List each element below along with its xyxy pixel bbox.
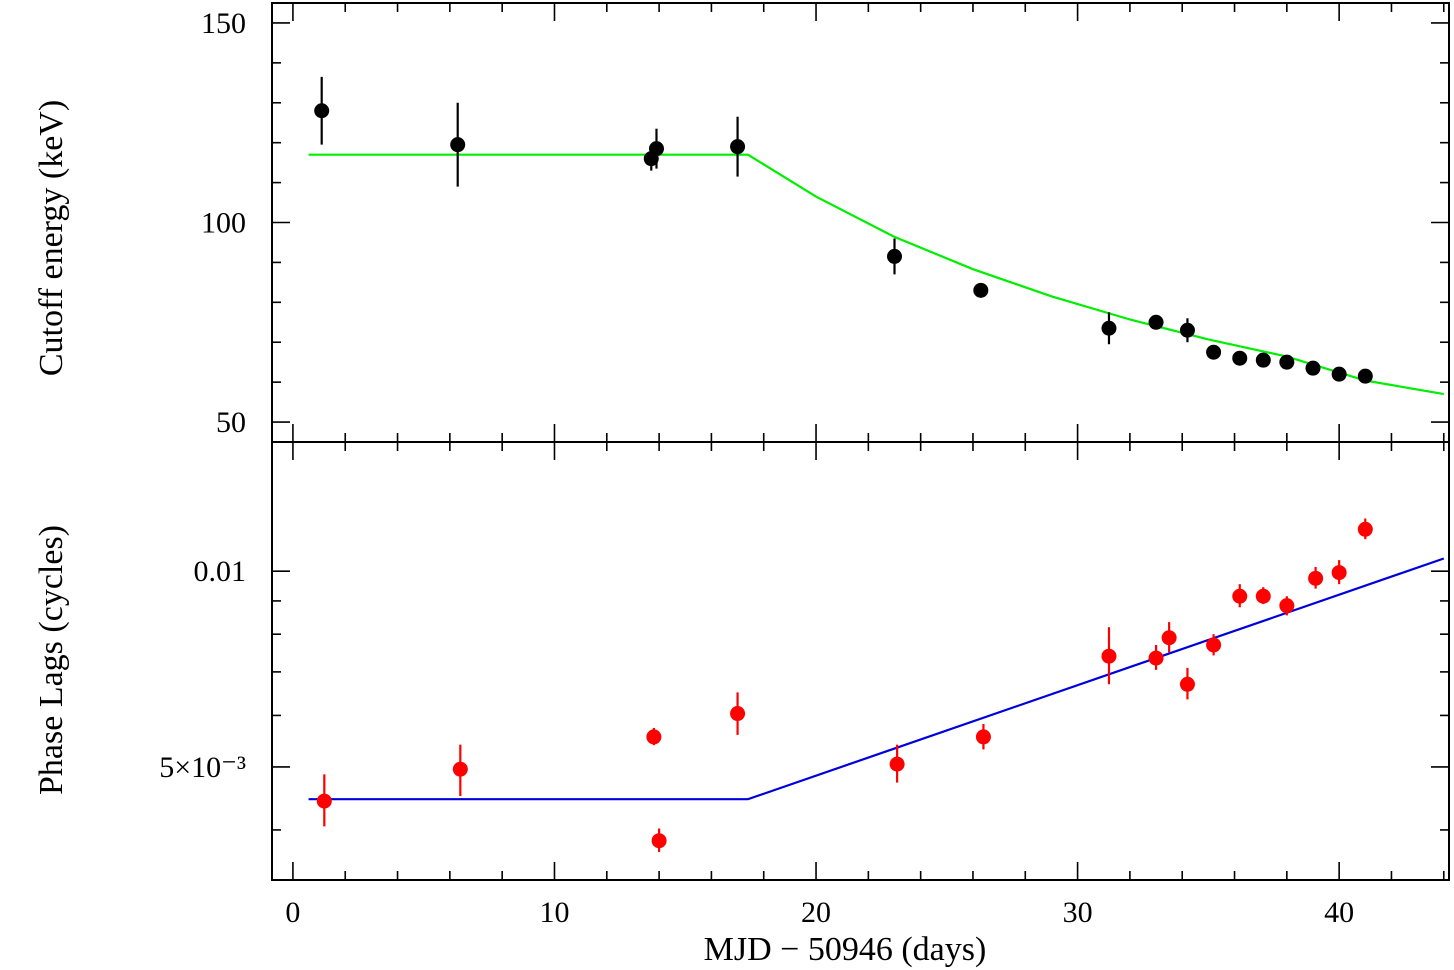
- x-tick-label: 30: [1063, 896, 1093, 929]
- bottom-data-point: [1148, 650, 1164, 666]
- bottom-axis-ticks: 5×10⁻³ 0.01 0 10 20 30 40: [159, 442, 1449, 929]
- top-model-curve: [308, 153, 1444, 396]
- bottom-data-point: [452, 761, 468, 777]
- bottom-data-point: [1179, 676, 1195, 692]
- top-data-point: [1255, 352, 1271, 368]
- bottom-data-point: [1101, 648, 1117, 664]
- phase-lags-panel: 5×10⁻³0.010 10 20 30 40 Phase Lags (cycles) …: [33, 441, 1450, 968]
- x-axis-title: MJD − 50946 (days): [704, 931, 987, 968]
- bottom-data-point: [889, 756, 905, 772]
- top-model-line: [308, 153, 1444, 396]
- bottom-data-point: [1206, 637, 1222, 653]
- bottom-data-point: [651, 833, 667, 849]
- top-data-point: [1101, 320, 1117, 336]
- bottom-data-point: [1232, 588, 1248, 604]
- bottom-data-point: [1279, 598, 1295, 614]
- bottom-y-axis-title: Phase Lags (cycles): [33, 525, 70, 795]
- top-data-point: [1305, 360, 1321, 376]
- bottom-data-point: [316, 793, 332, 809]
- bottom-data-point: [1331, 565, 1347, 581]
- top-y-tick-label: 50: [216, 406, 246, 439]
- top-data-point: [1357, 368, 1373, 384]
- top-data-point: [1279, 354, 1295, 370]
- bottom-y-tick-label: 5×10⁻³: [159, 751, 246, 784]
- bottom-model-line: [308, 557, 1445, 801]
- x-tick-label: 10: [539, 896, 569, 929]
- bottom-data-points: [316, 518, 1373, 852]
- top-data-point: [887, 248, 903, 264]
- bottom-data-point: [1308, 570, 1324, 586]
- top-data-point: [648, 141, 664, 157]
- top-data-point: [973, 282, 989, 298]
- cutoff-energy-panel: 50 100 150 Cutoff energy (keV): [33, 2, 1450, 443]
- top-data-point: [1331, 366, 1347, 382]
- x-tick-label: 20: [801, 896, 831, 929]
- bottom-data-point: [646, 729, 662, 745]
- bottom-data-point: [1357, 521, 1373, 537]
- bottom-data-point: [1255, 588, 1271, 604]
- top-data-point: [730, 139, 746, 155]
- top-axis-ticks: 50 100 150: [201, 3, 1449, 442]
- bottom-y-tick-label: 0.01: [194, 555, 247, 588]
- x-tick-label: 40: [1324, 896, 1354, 929]
- top-data-point: [1232, 350, 1248, 366]
- bottom-data-point: [730, 706, 746, 722]
- top-y-tick-label: 100: [201, 207, 246, 240]
- top-data-point: [1179, 322, 1195, 338]
- top-data-point: [1148, 314, 1164, 330]
- top-y-tick-label: 150: [201, 7, 246, 40]
- top-plot-frame: [271, 2, 1450, 443]
- top-data-point: [314, 103, 330, 119]
- top-data-point: [450, 137, 466, 153]
- top-y-axis-title: Cutoff energy (keV): [33, 100, 70, 376]
- bottom-data-point: [1161, 630, 1177, 646]
- bottom-model-line: [308, 557, 1445, 801]
- top-data-point: [1206, 344, 1222, 360]
- x-tick-label: 0: [285, 896, 300, 929]
- bottom-data-point: [975, 729, 991, 745]
- top-data-points: [314, 76, 1373, 384]
- bottom-plot-frame: [271, 441, 1450, 881]
